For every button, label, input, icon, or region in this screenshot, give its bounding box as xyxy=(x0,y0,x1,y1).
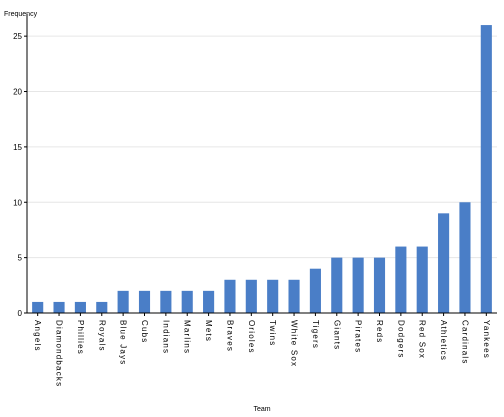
bar xyxy=(288,279,300,313)
bar xyxy=(224,279,236,313)
x-tick-label: Cubs xyxy=(140,320,149,343)
x-tick-labels: Angels Diamondbacks Phillies Royals Blue Jay… xyxy=(33,313,491,387)
axes xyxy=(26,14,497,314)
y-tick-label: 20 xyxy=(13,88,22,97)
bar xyxy=(459,202,471,313)
bar xyxy=(309,268,321,313)
bar xyxy=(32,301,44,313)
x-tick-label: Yankees xyxy=(482,320,491,359)
x-tick-label: Giants xyxy=(332,320,341,350)
bar xyxy=(480,25,492,313)
x-tick-label: Braves xyxy=(225,320,234,352)
bar xyxy=(331,257,343,313)
bar xyxy=(352,257,364,313)
bar xyxy=(181,290,193,313)
x-tick-label: White Sox xyxy=(290,320,299,367)
x-tick-label: Cardinals xyxy=(460,320,469,365)
x-tick-label: Marlins xyxy=(183,320,192,354)
bar xyxy=(53,301,65,313)
x-tick-label: Tigers xyxy=(311,320,320,349)
x-tick-label: Dodgers xyxy=(396,320,405,359)
bar xyxy=(203,290,215,313)
y-tick-label: 5 xyxy=(18,254,23,263)
x-tick-label: Indians xyxy=(161,320,170,354)
bar xyxy=(74,301,86,313)
bar xyxy=(138,290,151,313)
gridlines xyxy=(27,35,497,259)
y-tick-label: 10 xyxy=(13,198,22,207)
bar xyxy=(373,257,386,313)
y-axis-label: Frequency xyxy=(4,11,38,18)
x-tick-label: Royals xyxy=(97,320,106,352)
y-tick-label: 15 xyxy=(13,143,22,152)
x-tick-label: Red Sox xyxy=(418,320,427,359)
x-tick-label: Pirates xyxy=(354,320,363,353)
x-axis-label: Team xyxy=(253,406,270,413)
bar xyxy=(416,246,428,313)
bar xyxy=(245,279,257,313)
y-tick-label: 0 xyxy=(18,309,23,318)
y-tick-labels: 0 5 10 15 20 25 xyxy=(13,32,27,318)
x-tick-label: Orioles xyxy=(247,320,256,354)
x-tick-label: Phillies xyxy=(76,320,85,355)
x-tick-label: Athletics xyxy=(439,320,448,361)
bar xyxy=(96,301,108,313)
x-tick-label: Reds xyxy=(375,320,384,343)
bar xyxy=(267,279,279,313)
x-tick-label: Twins xyxy=(268,320,277,346)
x-tick-label: Angels xyxy=(33,320,42,352)
x-tick-label: Mets xyxy=(204,320,213,342)
bar xyxy=(160,290,172,313)
y-tick-label: 25 xyxy=(13,32,22,41)
bar xyxy=(438,213,450,313)
bar xyxy=(395,246,407,313)
x-tick-label: Diamondbacks xyxy=(55,320,64,387)
bar xyxy=(117,290,129,313)
bars xyxy=(32,25,492,313)
x-tick-label: Blue Jays xyxy=(119,320,128,365)
